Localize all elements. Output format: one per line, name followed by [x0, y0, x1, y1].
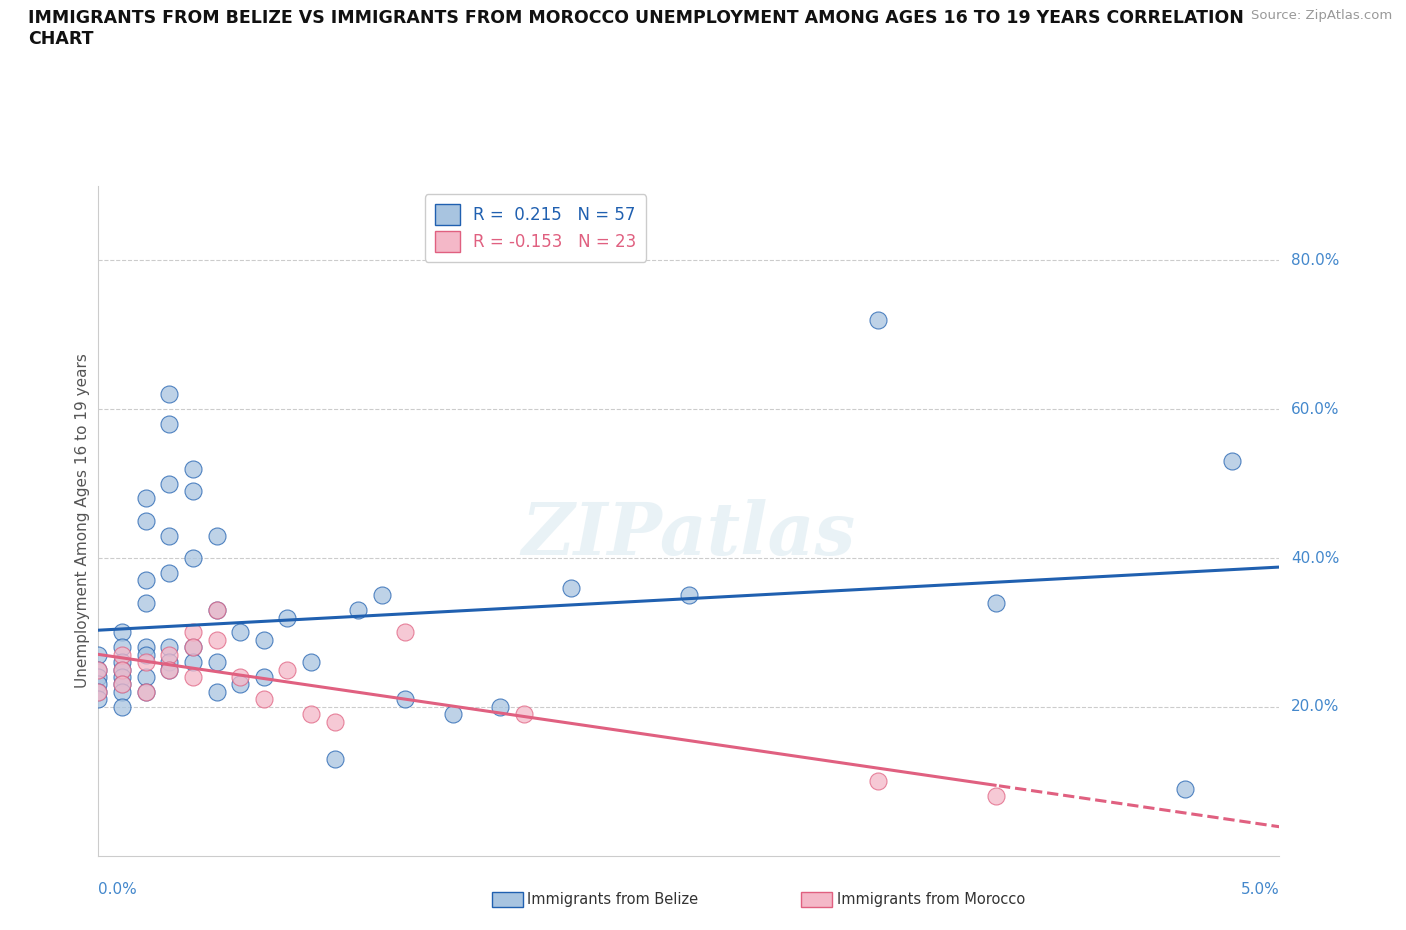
Point — [87, 684, 110, 699]
Text: ZIPatlas: ZIPatlas — [522, 498, 856, 570]
Text: Source: ZipAtlas.com: Source: ZipAtlas.com — [1251, 9, 1392, 22]
Point — [205, 632, 228, 647]
Point — [135, 684, 157, 699]
Point — [157, 565, 180, 580]
Point — [111, 677, 134, 692]
Point — [1174, 781, 1197, 796]
Point — [135, 491, 157, 506]
Point — [111, 662, 134, 677]
Point — [205, 684, 228, 699]
Point — [181, 484, 204, 498]
Point — [87, 692, 110, 707]
Point — [984, 595, 1007, 610]
Point — [87, 662, 110, 677]
Point — [157, 387, 180, 402]
Point — [87, 677, 110, 692]
Point — [111, 662, 134, 677]
Point — [489, 699, 512, 714]
Point — [87, 662, 110, 677]
Point — [371, 588, 394, 603]
Point — [111, 625, 134, 640]
Point — [181, 670, 204, 684]
Point — [135, 647, 157, 662]
Text: 20.0%: 20.0% — [1291, 699, 1340, 714]
Point — [111, 670, 134, 684]
Point — [323, 751, 346, 766]
Text: Immigrants from Morocco: Immigrants from Morocco — [837, 892, 1025, 907]
Point — [135, 640, 157, 655]
Point — [111, 655, 134, 670]
Text: 40.0%: 40.0% — [1291, 551, 1340, 565]
Point — [205, 528, 228, 543]
Text: 5.0%: 5.0% — [1240, 883, 1279, 897]
Point — [135, 684, 157, 699]
Text: 60.0%: 60.0% — [1291, 402, 1340, 417]
Point — [181, 655, 204, 670]
Point — [111, 699, 134, 714]
Point — [205, 655, 228, 670]
Point — [135, 670, 157, 684]
Point — [205, 603, 228, 618]
Point — [181, 551, 204, 565]
Point — [229, 677, 252, 692]
Legend: R =  0.215   N = 57, R = -0.153   N = 23: R = 0.215 N = 57, R = -0.153 N = 23 — [425, 194, 647, 261]
Point — [253, 670, 276, 684]
Point — [229, 670, 252, 684]
Point — [512, 707, 534, 722]
Point — [276, 662, 298, 677]
Point — [866, 312, 889, 327]
Point — [394, 625, 416, 640]
Point — [253, 632, 276, 647]
Text: Immigrants from Belize: Immigrants from Belize — [527, 892, 699, 907]
Point — [157, 655, 180, 670]
Point — [1220, 454, 1243, 469]
Text: 80.0%: 80.0% — [1291, 253, 1340, 268]
Point — [87, 684, 110, 699]
Point — [135, 655, 157, 670]
Point — [181, 640, 204, 655]
Point — [135, 513, 157, 528]
Text: 0.0%: 0.0% — [98, 883, 138, 897]
Point — [157, 640, 180, 655]
Point — [111, 640, 134, 655]
Point — [157, 476, 180, 491]
Point — [560, 580, 582, 595]
Point — [205, 603, 228, 618]
Point — [157, 647, 180, 662]
Point — [299, 655, 322, 670]
Point — [253, 692, 276, 707]
Point — [866, 774, 889, 789]
Point — [441, 707, 464, 722]
Text: IMMIGRANTS FROM BELIZE VS IMMIGRANTS FROM MOROCCO UNEMPLOYMENT AMONG AGES 16 TO : IMMIGRANTS FROM BELIZE VS IMMIGRANTS FRO… — [28, 9, 1244, 48]
Point — [984, 789, 1007, 804]
Y-axis label: Unemployment Among Ages 16 to 19 years: Unemployment Among Ages 16 to 19 years — [75, 353, 90, 688]
Point — [157, 528, 180, 543]
Point — [111, 684, 134, 699]
Point — [135, 595, 157, 610]
Point — [111, 677, 134, 692]
Point — [678, 588, 700, 603]
Point — [157, 662, 180, 677]
Point — [111, 647, 134, 662]
Point — [229, 625, 252, 640]
Point — [181, 625, 204, 640]
Point — [347, 603, 370, 618]
Point — [181, 640, 204, 655]
Point — [157, 662, 180, 677]
Point — [87, 647, 110, 662]
Point — [157, 417, 180, 432]
Point — [181, 461, 204, 476]
Point — [87, 670, 110, 684]
Point — [394, 692, 416, 707]
Point — [323, 714, 346, 729]
Point — [135, 573, 157, 588]
Point — [276, 610, 298, 625]
Point — [299, 707, 322, 722]
